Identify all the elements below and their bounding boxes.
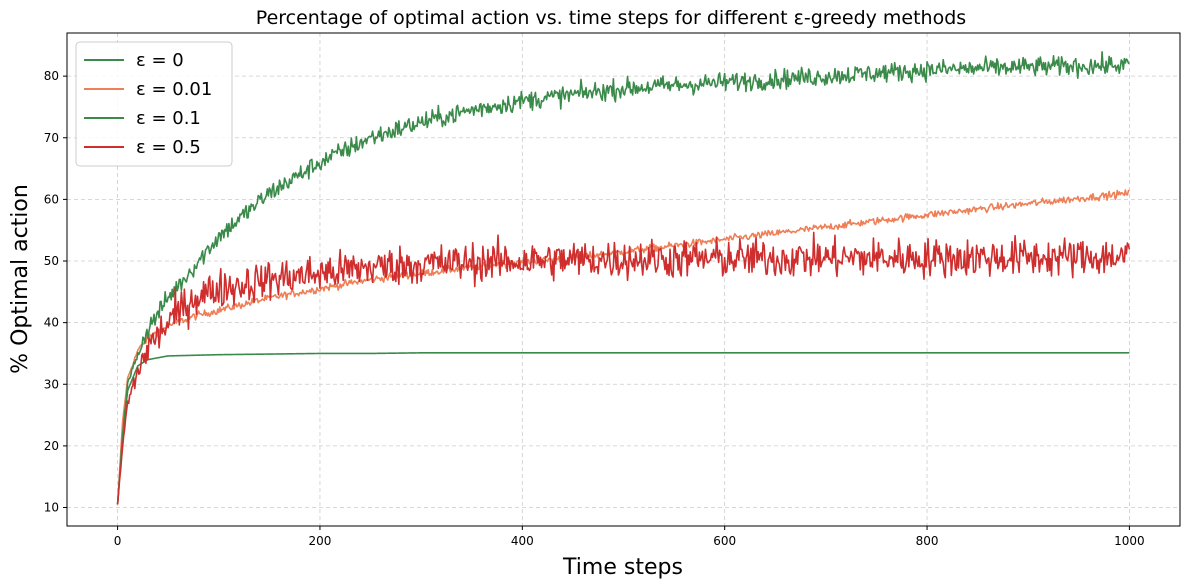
x-axis-label: Time steps — [562, 555, 683, 580]
x-tick-label: 200 — [309, 534, 332, 548]
series-lines — [116, 51, 1131, 505]
chart-title: Percentage of optimal action vs. time st… — [256, 7, 966, 29]
series-line — [116, 51, 1130, 505]
x-tick-label: 1000 — [1114, 534, 1145, 548]
y-tick-label: 20 — [44, 439, 59, 453]
ticks: 0 200 400 600 800 1000 10 20 30 40 50 60 70 80 — [44, 69, 1145, 548]
x-tick-label: 400 — [511, 534, 534, 548]
y-tick-label: 10 — [44, 501, 59, 515]
y-tick-label: 80 — [44, 69, 59, 83]
y-tick-label: 50 — [44, 254, 59, 268]
series-line — [116, 352, 1130, 505]
y-axis-label: % Optimal action — [8, 184, 33, 374]
legend-label: ε = 0.1 — [136, 108, 201, 129]
legend-label: ε = 0.5 — [136, 137, 201, 158]
grid — [67, 33, 1180, 526]
y-tick-label: 60 — [44, 192, 59, 206]
legend-label: ε = 0 — [136, 50, 184, 71]
x-tick-label: 0 — [114, 534, 122, 548]
legend: ε = 0 ε = 0.01 ε = 0.1 ε = 0.5 — [75, 41, 233, 167]
legend-box — [75, 41, 233, 167]
y-tick-label: 30 — [44, 377, 59, 391]
legend-label: ε = 0.01 — [136, 79, 212, 100]
y-tick-label: 70 — [44, 131, 59, 145]
x-tick-label: 800 — [916, 534, 939, 548]
plot-frame — [66, 32, 1181, 527]
series-line — [116, 189, 1130, 505]
y-tick-label: 40 — [44, 316, 59, 330]
x-tick-label: 600 — [713, 534, 736, 548]
series-line — [116, 231, 1131, 505]
